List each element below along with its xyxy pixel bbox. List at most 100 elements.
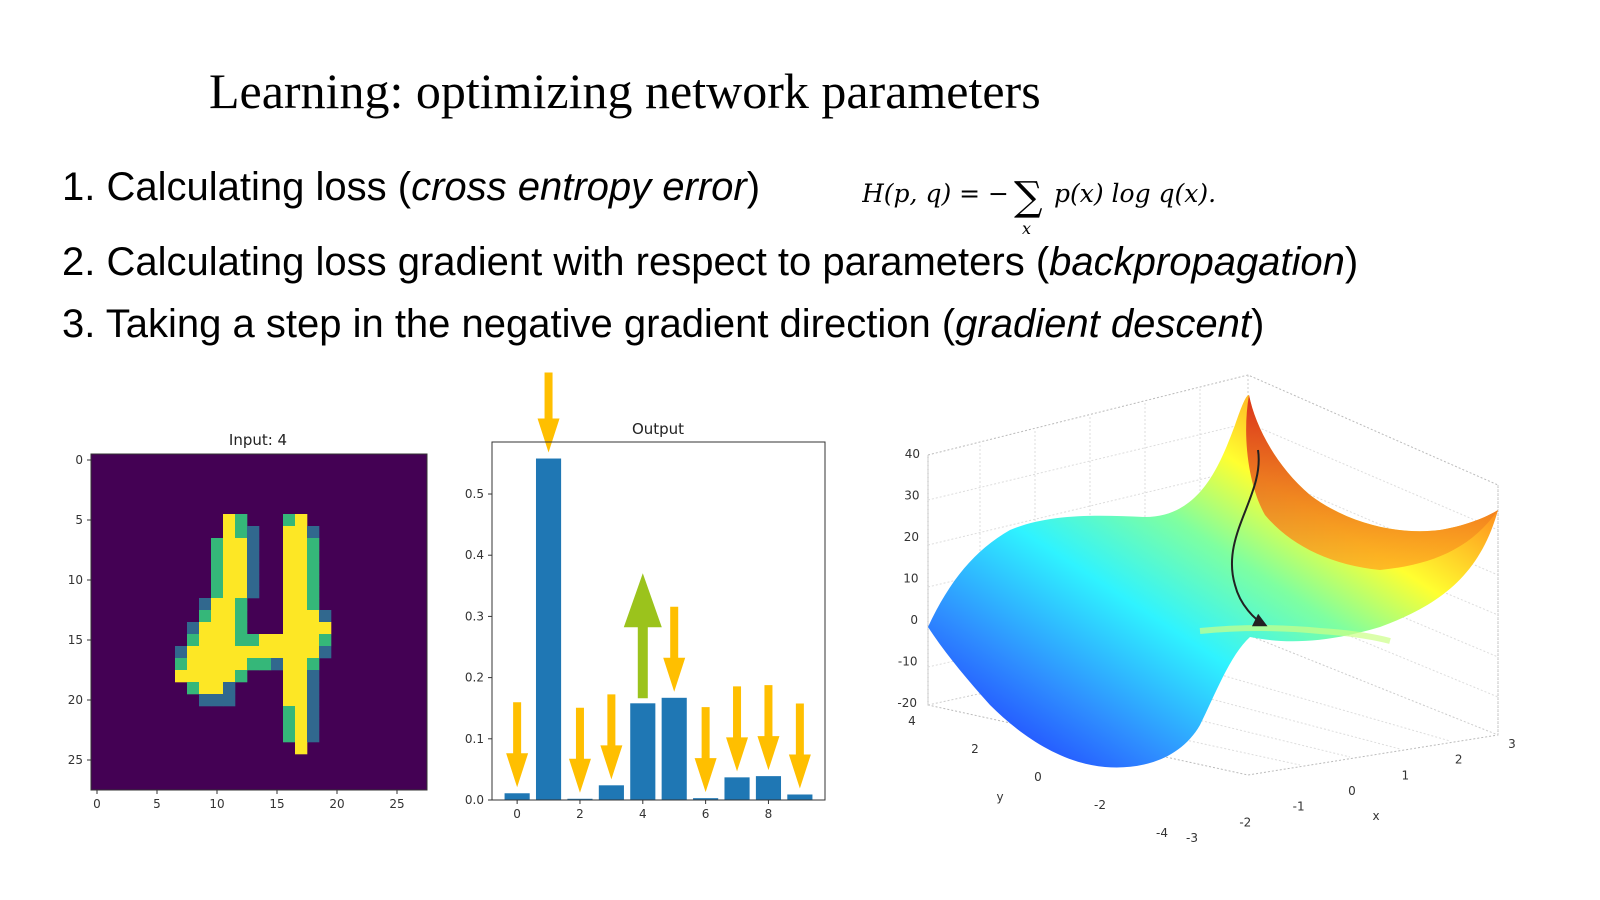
digit-pixel [199, 598, 212, 611]
digit-pixel [283, 706, 296, 719]
y-tick-label: 15 [68, 633, 83, 647]
decrease-arrow [726, 686, 749, 772]
digit-pixel [307, 670, 320, 683]
digit-pixel [295, 706, 308, 719]
digit-pixel [283, 634, 296, 647]
y-tick-label: 25 [68, 753, 83, 767]
digit-pixel [199, 682, 212, 695]
digit-pixel [295, 646, 308, 659]
decrease-arrow [506, 702, 529, 788]
digit-pixel [199, 622, 212, 635]
y-tick-label: 10 [68, 573, 83, 587]
digit-pixel [307, 526, 320, 539]
digit-pixel [295, 610, 308, 623]
bullet-2-emphasis: backpropagation [1049, 240, 1345, 284]
digit-pixel [223, 610, 236, 623]
digit-pixel [199, 658, 212, 671]
surface-valley-ridge [1199, 625, 1391, 644]
z-tick-label: 40 [905, 447, 920, 461]
digit-pixel [307, 574, 320, 587]
digit-pixel [283, 562, 296, 575]
digit-pixel [211, 622, 224, 635]
gradient-descent-path [1230, 449, 1268, 627]
digit-pixel [211, 550, 224, 563]
bullet-1: 1. Calculating loss (cross entropy error… [62, 165, 760, 210]
digit-pixel [319, 622, 332, 635]
digit-pixel [235, 670, 248, 683]
digit-pixel [223, 682, 236, 695]
digit-pixel [283, 598, 296, 611]
digit-pixel [235, 514, 248, 527]
digit-pixel [283, 718, 296, 731]
y-tick-label: -2 [1094, 798, 1106, 812]
digit-pixel [235, 550, 248, 563]
bullet-3-emphasis: gradient descent [955, 302, 1251, 346]
digit-pixel [223, 574, 236, 587]
digit-pixel [211, 634, 224, 647]
digit-pixel [307, 730, 320, 743]
digit-pixel [235, 634, 248, 647]
digit-pixel [223, 550, 236, 563]
x-tick-label: 5 [153, 797, 161, 811]
digit-pixel [211, 658, 224, 671]
digit-pixel [223, 670, 236, 683]
digit-pixel [307, 694, 320, 707]
digit-pixel [235, 622, 248, 635]
digit-pixel [307, 622, 320, 635]
digit-pixel [247, 646, 260, 659]
digit-pixel [283, 586, 296, 599]
x-axis-label: x [1372, 809, 1379, 823]
y-tick-label: 0.5 [465, 487, 484, 501]
x-tick-label: -1 [1293, 800, 1305, 814]
bullet-3-number: 3. [62, 302, 106, 346]
digit-pixel [319, 634, 332, 647]
digit-pixel [211, 694, 224, 707]
loss-surface [928, 395, 1498, 768]
digit-pixel [295, 550, 308, 563]
decrease-arrow [788, 703, 811, 789]
digit-pixel [259, 634, 272, 647]
y-tick-label: 4 [908, 714, 916, 728]
digit-pixel [283, 550, 296, 563]
digit-pixel [283, 514, 296, 527]
digit-pixel [211, 610, 224, 623]
decrease-arrow [757, 685, 780, 771]
digit-pixel [199, 634, 212, 647]
digit-pixel [295, 718, 308, 731]
x-tick-label: 8 [765, 807, 773, 821]
digit-pixel [271, 658, 284, 671]
increase-arrow [623, 573, 662, 699]
digit-pixel [295, 730, 308, 743]
digit-pixel [307, 658, 320, 671]
digit-pixel [223, 562, 236, 575]
bar-4 [630, 703, 656, 800]
x-tick-label: 2 [576, 807, 584, 821]
digit-pixel [247, 586, 260, 599]
digit-pixel [247, 538, 260, 551]
z-tick-label: 30 [904, 489, 919, 503]
digit-pixel [247, 634, 260, 647]
z-tick-label: 20 [904, 530, 919, 544]
x-tick-label: 0 [1348, 784, 1356, 798]
y-tick-label: -4 [1156, 826, 1168, 840]
x-tick-label: 25 [389, 797, 404, 811]
bullet-2-close: ) [1344, 240, 1359, 284]
y-tick-label: 0 [1034, 770, 1042, 784]
y-tick-label: 0.4 [465, 548, 484, 562]
digit-pixel [295, 634, 308, 647]
x-tick-label: 0 [93, 797, 101, 811]
digit-pixel [295, 694, 308, 707]
digit-pixel [283, 694, 296, 707]
x-tick-label: -2 [1239, 815, 1251, 829]
digit-pixel [235, 562, 248, 575]
bar-6 [693, 798, 719, 800]
digit-pixel [295, 598, 308, 611]
digit-pixel [235, 538, 248, 551]
digit-pixel [307, 706, 320, 719]
bar-8 [755, 776, 782, 800]
digit-pixel [223, 598, 236, 611]
digit-pixel [259, 658, 272, 671]
digit-pixel [175, 646, 188, 659]
digit-pixel [295, 514, 308, 527]
